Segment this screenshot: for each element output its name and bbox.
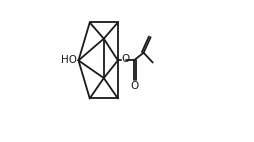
Text: HO: HO [61,56,77,65]
Text: O: O [131,81,139,91]
Text: O: O [122,54,130,64]
